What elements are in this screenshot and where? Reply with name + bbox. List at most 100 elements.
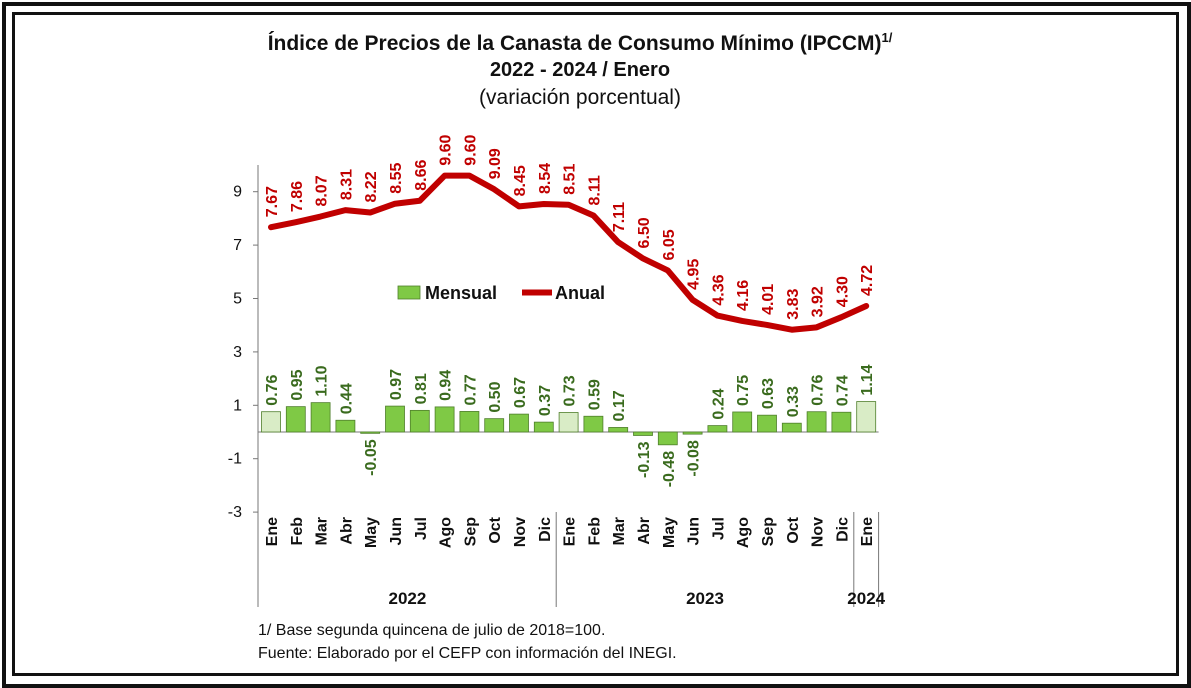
x-category-label: Oct xyxy=(785,516,802,543)
mensual-bar xyxy=(757,414,777,433)
mensual-bar xyxy=(385,405,405,433)
mensual-data-label: 0.63 xyxy=(760,378,777,409)
mensual-data-label: 0.59 xyxy=(586,379,603,410)
anual-data-label: 4.16 xyxy=(735,280,752,311)
x-year-label: 2024 xyxy=(847,589,885,608)
mensual-data-label: 1.10 xyxy=(314,365,331,396)
x-category-label: Nov xyxy=(810,517,827,547)
x-category-label: Jun xyxy=(686,517,703,545)
x-category-label: Abr xyxy=(636,517,653,545)
chart-period: 2022 - 2024 / Enero xyxy=(489,59,671,81)
footnote-source: Fuente: Elaborado por el CEFP con inform… xyxy=(258,645,677,662)
mensual-data-label: 0.77 xyxy=(462,374,479,405)
mensual-bar xyxy=(434,406,455,433)
footnote-base: 1/ Base segunda quincena de julio de 201… xyxy=(258,622,606,639)
anual-data-label: 9.60 xyxy=(462,134,479,165)
anual-data-label: 4.30 xyxy=(834,276,851,307)
mensual-bar xyxy=(285,406,306,433)
anual-data-label: 7.86 xyxy=(289,181,306,212)
mensual-bar xyxy=(781,422,802,433)
anual-data-label: 8.45 xyxy=(512,165,529,196)
mensual-data-label: 0.75 xyxy=(735,375,752,406)
mensual-data-label: 0.74 xyxy=(834,375,851,406)
mensual-data-label: 0.17 xyxy=(611,390,628,421)
mensual-data-label: -0.13 xyxy=(636,441,653,478)
mensual-bar xyxy=(360,431,381,434)
anual-data-label: 8.54 xyxy=(537,163,554,194)
x-category-label: Ene xyxy=(859,517,876,546)
mensual-data-label: 0.76 xyxy=(810,374,827,405)
y-tick-label: 3 xyxy=(233,344,242,361)
x-category-label: May xyxy=(363,517,380,548)
legend-anual-label: Anual xyxy=(555,283,605,303)
x-category-label: Mar xyxy=(611,517,628,545)
mensual-bar xyxy=(831,411,852,433)
mensual-bar xyxy=(558,412,579,433)
mensual-bar xyxy=(608,427,629,433)
x-category-label: Jul xyxy=(413,517,430,540)
mensual-bar xyxy=(484,418,505,433)
x-category-label: Mar xyxy=(314,517,331,545)
inner-border xyxy=(12,12,1179,676)
x-category-label: Dic xyxy=(834,517,851,542)
mensual-bar xyxy=(806,411,827,433)
mensual-bar xyxy=(732,411,753,433)
y-tick-label: 9 xyxy=(233,184,242,201)
mensual-bar xyxy=(682,431,703,435)
x-category-label: Jul xyxy=(710,517,727,540)
anual-data-label: 9.60 xyxy=(438,134,455,165)
x-category-label: Ene xyxy=(264,517,281,546)
mensual-bar xyxy=(583,415,604,433)
x-category-label: Jun xyxy=(388,517,405,545)
x-year-label: 2022 xyxy=(388,589,426,608)
mensual-bar xyxy=(657,431,678,446)
mensual-data-label: -0.08 xyxy=(686,440,703,477)
anual-data-label: 8.66 xyxy=(413,160,430,191)
x-category-label: Nov xyxy=(512,517,529,547)
mensual-data-label: 0.33 xyxy=(785,386,802,417)
anual-data-label: 3.92 xyxy=(810,286,827,317)
x-category-label: Oct xyxy=(487,516,504,543)
chart-subtitle: (variación porcentual) xyxy=(479,86,681,109)
x-category-label: Ago xyxy=(735,517,752,548)
anual-data-label: 8.07 xyxy=(314,175,331,206)
x-category-label: Ago xyxy=(438,517,455,548)
anual-data-label: 6.50 xyxy=(636,217,653,248)
x-category-label: Feb xyxy=(289,517,306,546)
anual-data-label: 7.67 xyxy=(264,186,281,217)
legend-mensual-swatch xyxy=(397,285,421,300)
anual-data-label: 8.51 xyxy=(562,164,579,195)
mensual-data-label: 0.73 xyxy=(562,375,579,406)
anual-data-label: 4.72 xyxy=(859,265,876,296)
mensual-data-label: 0.24 xyxy=(710,388,727,419)
anual-data-label: 8.55 xyxy=(388,162,405,193)
x-category-label: Ene xyxy=(562,517,579,546)
mensual-bar xyxy=(533,421,554,433)
x-year-label: 2023 xyxy=(686,589,724,608)
x-category-label: Dic xyxy=(537,517,554,542)
y-tick-label: 5 xyxy=(233,291,242,308)
y-tick-label: -3 xyxy=(228,504,242,521)
mensual-bar xyxy=(707,425,728,433)
anual-data-label: 4.95 xyxy=(686,259,703,290)
chart-title: Índice de Precios de la Canasta de Consu… xyxy=(267,30,893,55)
mensual-data-label: -0.48 xyxy=(661,451,678,488)
anual-data-label: 4.36 xyxy=(710,274,727,305)
mensual-data-label: 0.44 xyxy=(338,383,355,414)
anual-data-label: 9.09 xyxy=(487,148,504,179)
anual-data-label: 8.11 xyxy=(586,175,603,205)
mensual-bar xyxy=(856,401,877,433)
anual-data-label: 8.22 xyxy=(363,171,380,202)
mensual-data-label: 0.76 xyxy=(264,374,281,405)
y-tick-label: 1 xyxy=(233,397,242,414)
anual-line xyxy=(268,172,870,333)
mensual-data-label: 0.81 xyxy=(413,373,430,404)
mensual-bar xyxy=(509,413,529,433)
title-footnote-mark: 1/ xyxy=(881,30,893,45)
mensual-data-label: 0.67 xyxy=(512,377,529,408)
mensual-bar xyxy=(409,409,430,433)
anual-data-label: 7.11 xyxy=(611,202,628,232)
mensual-data-label: 0.97 xyxy=(388,369,405,400)
